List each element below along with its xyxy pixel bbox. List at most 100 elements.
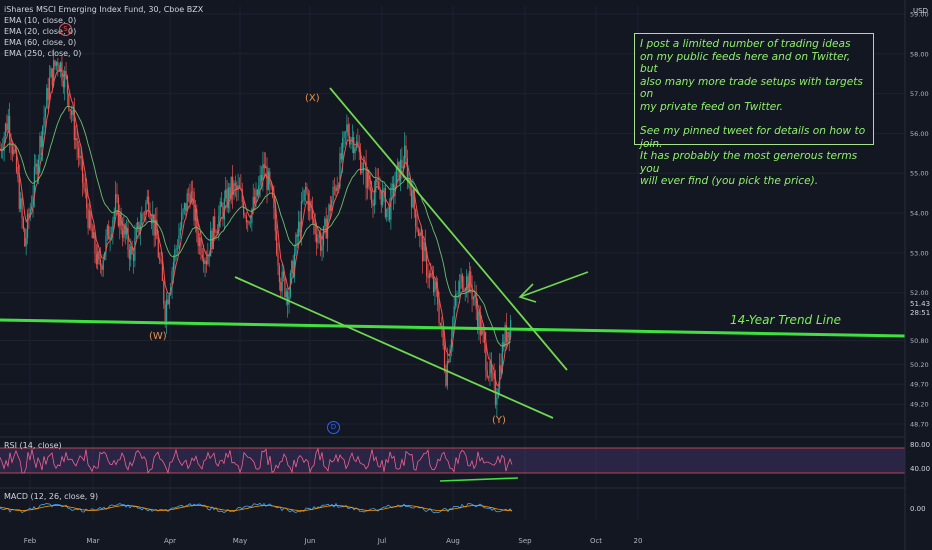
candle-body <box>424 242 426 251</box>
info-note: I post a limited number of trading ideas… <box>634 33 874 187</box>
candle-body <box>368 172 370 187</box>
candle-body <box>194 209 197 221</box>
candle-body <box>282 271 285 278</box>
candle-body <box>53 60 55 86</box>
candle-body <box>120 212 122 230</box>
candle-body <box>223 198 225 220</box>
candle-body <box>181 213 183 228</box>
candle-body <box>90 210 92 229</box>
rsi-label[interactable]: RSI (14, close) <box>4 441 62 450</box>
candle-body <box>234 183 236 186</box>
legend-ema10[interactable]: EMA (10, close, 0) <box>4 16 77 25</box>
candle-body <box>303 190 305 201</box>
candle-body <box>130 246 132 260</box>
candle-body <box>508 331 510 338</box>
candle-body <box>6 123 8 131</box>
candle-body <box>255 189 257 204</box>
candle-body <box>146 196 148 204</box>
candle-body <box>32 195 34 206</box>
candle-body <box>176 247 179 249</box>
candle-body <box>485 342 487 371</box>
candle-body <box>350 139 352 145</box>
candle-body <box>46 87 48 109</box>
candle-body <box>123 224 125 238</box>
candle-body <box>325 218 327 239</box>
candle-body <box>465 276 468 291</box>
candle-body <box>332 187 334 201</box>
candle-body <box>437 289 439 305</box>
candle-body <box>47 87 49 100</box>
candle-body <box>212 216 214 250</box>
dividend-marker[interactable]: D <box>327 421 340 434</box>
candle-body <box>157 238 159 258</box>
grid <box>0 6 905 520</box>
candle-body <box>58 65 60 72</box>
candle-body <box>343 132 345 138</box>
candle-body <box>156 219 158 239</box>
candle-body <box>438 304 440 323</box>
candle-body <box>333 187 336 188</box>
y-tick-label: 50.20 <box>910 361 929 369</box>
candle-body <box>79 155 81 158</box>
candle-body <box>320 234 322 251</box>
candle-body <box>454 294 457 307</box>
candle-body <box>69 109 71 111</box>
candle-body <box>340 153 342 160</box>
candle-body <box>20 198 22 209</box>
candle-body <box>232 176 234 195</box>
candle-body <box>105 235 107 253</box>
candle-body <box>482 327 484 334</box>
candle-body <box>372 203 374 206</box>
symbol-title[interactable]: iShares MSCI Emerging Index Fund, 30, Cb… <box>4 5 204 14</box>
candle-body <box>377 181 380 190</box>
candle-body <box>249 223 252 224</box>
candle-body <box>362 162 364 172</box>
y-tick-label: 54.00 <box>910 210 929 218</box>
countdown-label: 28:51 <box>910 309 930 317</box>
candle-body <box>273 196 275 209</box>
wave-label-x: (X) <box>305 93 320 104</box>
candle-body <box>124 224 126 235</box>
legend-ema60[interactable]: EMA (60, close, 0) <box>4 38 77 47</box>
rsi-tick-80: 80.00 <box>910 441 930 449</box>
candle-body <box>15 150 18 172</box>
candle-body <box>507 331 509 343</box>
candle-body <box>39 136 41 160</box>
candle-body <box>77 147 80 158</box>
candle-body <box>165 299 168 321</box>
candle-body <box>459 281 461 294</box>
candle-body <box>488 377 490 378</box>
legend-ema250[interactable]: EMA (250, close, 0) <box>4 49 82 58</box>
candle-body <box>36 163 38 175</box>
macd-label[interactable]: MACD (12, 26, close, 9) <box>4 492 99 501</box>
candle-body <box>417 230 420 236</box>
candle-body <box>127 228 129 250</box>
candle-body <box>225 189 227 199</box>
candle-body <box>426 250 428 277</box>
indicator-legend: iShares MSCI Emerging Index Fund, 30, Cb… <box>4 4 203 59</box>
candle-body <box>311 207 314 219</box>
candle-body <box>98 251 100 260</box>
macd-line <box>0 502 513 514</box>
candle-body <box>284 277 286 298</box>
candle-body <box>121 229 124 238</box>
split-marker[interactable]: S <box>59 23 72 36</box>
legend-ema20[interactable]: EMA (20, close, 0) <box>4 27 77 36</box>
candle-body <box>406 157 408 182</box>
candle-body <box>324 218 326 227</box>
candle-body <box>481 327 483 335</box>
candle-body <box>260 175 263 182</box>
candle-body <box>348 135 351 145</box>
candle-body <box>496 397 498 405</box>
candle-body <box>159 257 161 260</box>
candle-body <box>72 110 74 116</box>
candle-body <box>419 232 421 236</box>
candle-body <box>101 265 103 270</box>
candle-body <box>306 186 308 194</box>
candle-body <box>243 201 245 215</box>
candle-body <box>183 203 186 210</box>
candle-body <box>443 345 446 370</box>
candle-body <box>14 149 16 151</box>
candle-body <box>456 293 458 295</box>
candle-body <box>470 271 472 286</box>
